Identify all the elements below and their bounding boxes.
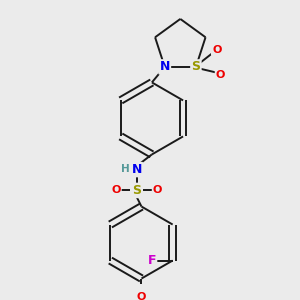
- Text: O: O: [216, 70, 225, 80]
- Text: O: O: [111, 185, 121, 195]
- Text: O: O: [137, 292, 146, 300]
- Text: O: O: [153, 185, 162, 195]
- Text: S: S: [132, 184, 141, 197]
- Text: S: S: [191, 60, 200, 74]
- Text: N: N: [160, 60, 170, 74]
- Text: F: F: [148, 254, 156, 267]
- Text: O: O: [212, 45, 221, 55]
- Text: H: H: [121, 164, 130, 174]
- Text: N: N: [131, 163, 142, 176]
